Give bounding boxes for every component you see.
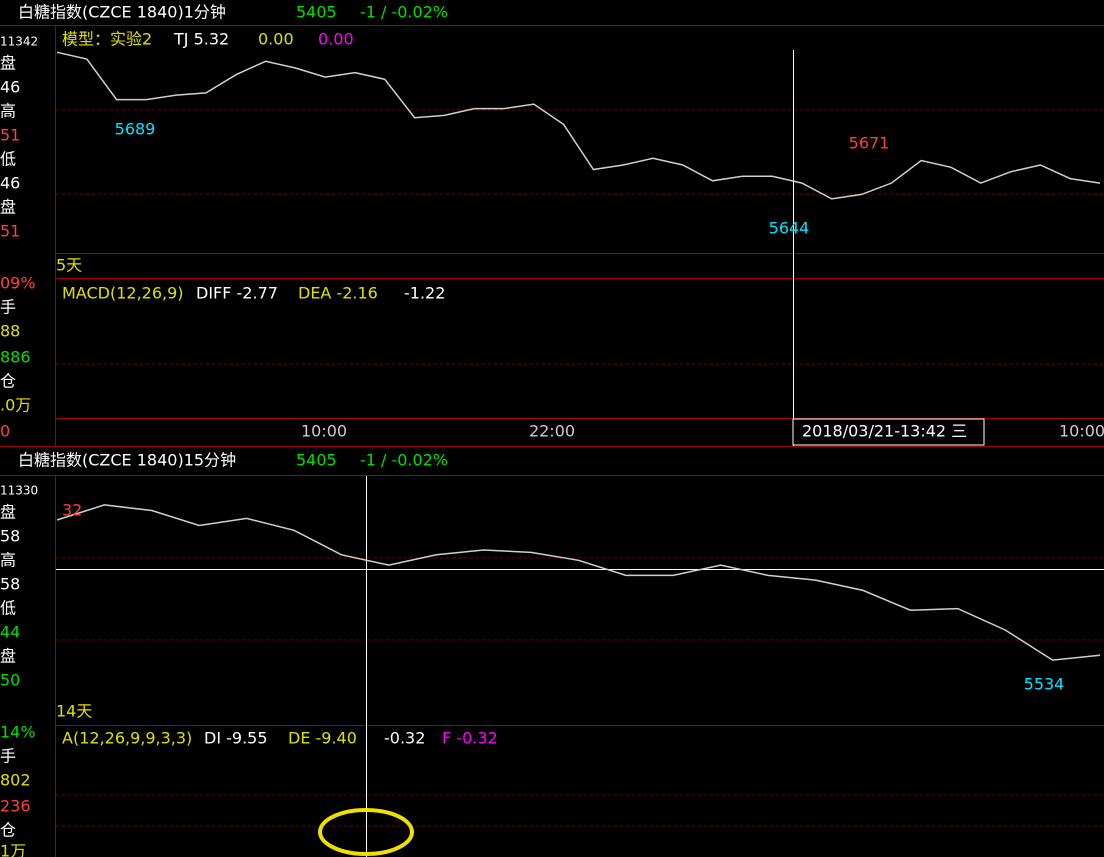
indicator-value: DI -9.55 xyxy=(204,729,268,748)
sidebar-value: 低 xyxy=(0,599,16,618)
sidebar-value: 1万 xyxy=(0,842,26,857)
model-value: 0.00 xyxy=(258,30,294,49)
sidebar-value: 58 xyxy=(0,575,20,594)
sidebar-value: 盘 xyxy=(0,647,16,666)
price-annotation: 5534 xyxy=(1024,675,1065,694)
sidebar-value: 51 xyxy=(0,222,20,241)
sidebar-value: .0万 xyxy=(0,396,31,415)
indicator-value: DIFF -2.77 xyxy=(196,284,278,303)
sidebar-value: 11330 xyxy=(0,484,38,498)
sidebar-value: 14% xyxy=(0,723,36,742)
sidebar-value: 0 xyxy=(0,422,10,441)
panel-title: 白糖指数(CZCE 1840)15分钟 xyxy=(18,451,236,470)
price-annotation: 5644 xyxy=(769,219,810,238)
frame xyxy=(0,25,1104,857)
indicator-value: -0.32 xyxy=(384,729,425,748)
sidebar-value: 236 xyxy=(0,797,31,816)
indicator-value: DE -9.40 xyxy=(288,729,357,748)
sidebar-value: 盘 xyxy=(0,503,16,522)
tj-value: TJ 5.32 xyxy=(173,30,229,49)
sidebar-value: 802 xyxy=(0,771,31,790)
time-label: 10:00 xyxy=(1059,422,1104,441)
sidebar-value: 仓 xyxy=(0,821,16,840)
sidebar-value: 低 xyxy=(0,150,16,169)
sidebar-value: 11342 xyxy=(0,35,38,49)
crosshair xyxy=(56,50,1104,857)
sidebar-value: 盘 xyxy=(0,54,16,73)
indicator-name: A(12,26,9,9,3,3) xyxy=(62,729,192,748)
price-line xyxy=(56,51,1101,200)
cursor-time-box xyxy=(792,418,985,446)
cursor-time: 2018/03/21-13:42 三 xyxy=(802,422,967,441)
sidebar-value: 手 xyxy=(0,298,16,317)
last-price: 5405 xyxy=(296,451,337,470)
period-label: 14天 xyxy=(56,702,92,721)
price-line xyxy=(56,504,1101,661)
price-annotation: 32 xyxy=(62,501,82,520)
model-value: 0.00 xyxy=(318,30,354,49)
sidebar-value: 50 xyxy=(0,671,20,690)
sidebar-value: 高 xyxy=(0,551,16,570)
highlight-circle xyxy=(318,808,414,856)
sidebar-value: 886 xyxy=(0,348,31,367)
sidebar-value: 46 xyxy=(0,78,20,97)
last-price: 5405 xyxy=(296,3,337,22)
sidebar-value: 58 xyxy=(0,527,20,546)
price-change: -1 / -0.02% xyxy=(360,3,448,22)
time-label: 22:00 xyxy=(529,422,575,441)
sidebar-value: 09% xyxy=(0,274,36,293)
price-annotation: 5689 xyxy=(115,120,156,139)
period-label: 5天 xyxy=(56,256,82,275)
indicator-value: DEA -2.16 xyxy=(298,284,378,303)
price-annotation: 5671 xyxy=(849,134,890,153)
sidebar-value: 51 xyxy=(0,126,20,145)
model-name: 模型：实验2 xyxy=(62,30,152,49)
dashed-guides xyxy=(56,109,1104,827)
sidebar-value: 88 xyxy=(0,322,20,341)
price-change: -1 / -0.02% xyxy=(360,451,448,470)
indicator-name: MACD(12,26,9) xyxy=(62,284,184,303)
sidebar-value: 盘 xyxy=(0,198,16,217)
time-label: 10:00 xyxy=(301,422,347,441)
sidebar-value: 44 xyxy=(0,623,20,642)
sidebar-value: 仓 xyxy=(0,372,16,391)
sidebar-value: 手 xyxy=(0,747,16,766)
indicator-value: F -0.32 xyxy=(442,729,498,748)
sidebar-value: 高 xyxy=(0,102,16,121)
sidebar-value: 46 xyxy=(0,174,20,193)
panel-title: 白糖指数(CZCE 1840)1分钟 xyxy=(18,3,226,22)
indicator-value: -1.22 xyxy=(404,284,445,303)
